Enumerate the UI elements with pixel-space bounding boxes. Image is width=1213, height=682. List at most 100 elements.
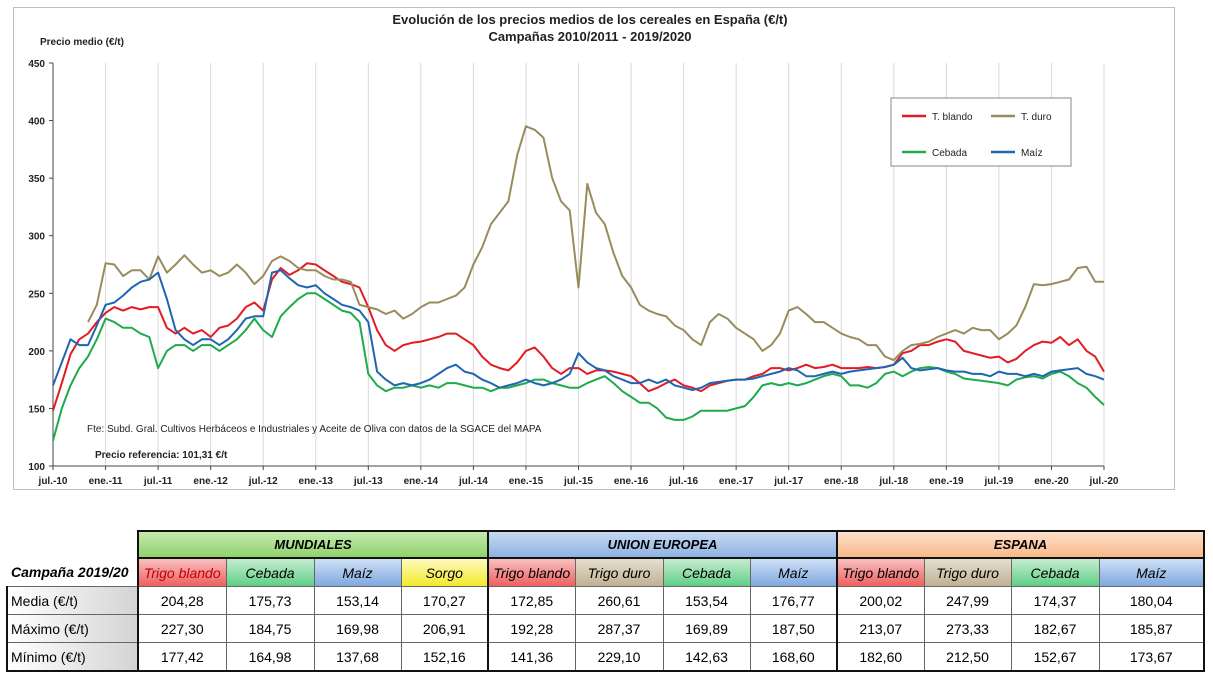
table-cell: 169,98 — [313, 614, 402, 643]
col-header-es-trigo-duro: Trigo duro — [923, 557, 1012, 587]
table-cell: 153,14 — [313, 586, 402, 615]
row-label: Mínimo (€/t) — [6, 642, 139, 672]
y-axis-label: Precio medio (€/t) — [40, 37, 124, 48]
x-tick-label: ene.-19 — [929, 476, 964, 487]
table-cell: 187,50 — [749, 614, 838, 643]
col-header-ue-trigo-duro: Trigo duro — [574, 557, 664, 587]
table-cell: 164,98 — [225, 642, 315, 672]
table-row: Media (€/t) 204,28 175,73 153,14 170,27 172,8… — [6, 586, 1205, 615]
table-cell: 174,37 — [1010, 586, 1100, 615]
table-cell: 172,85 — [487, 586, 576, 615]
campaign-label: Campaña 2019/20 — [11, 564, 129, 580]
table-cell: 260,61 — [574, 586, 664, 615]
group-mundiales: MUNDIALES — [137, 530, 489, 559]
legend-label: T. duro — [1021, 112, 1052, 123]
table-cell: 227,30 — [137, 614, 227, 643]
x-tick-label: jul.-15 — [563, 476, 593, 487]
table-cell: 168,60 — [749, 642, 838, 672]
column-header-row: Campaña 2019/20 Trigo blando Cebada Maíz… — [7, 557, 1205, 587]
series-line-cebada — [52, 292, 1105, 441]
chart-subtitle: Campañas 2010/2011 - 2019/2020 — [488, 29, 691, 44]
source-note: Fte: Subd. Gral. Cultivos Herbáceos e In… — [87, 424, 542, 435]
y-tick-label: 400 — [28, 117, 45, 128]
x-tick-label: ene.-12 — [193, 476, 228, 487]
group-espana: ESPANA — [836, 530, 1205, 559]
y-tick-label: 450 — [28, 59, 45, 70]
x-tick-label: jul.-10 — [38, 476, 68, 487]
table-cell: 142,63 — [662, 642, 751, 672]
table-cell: 175,73 — [225, 586, 315, 615]
table-cell: 182,60 — [836, 642, 925, 672]
y-tick-label: 100 — [28, 462, 45, 473]
table-cell: 177,42 — [137, 642, 227, 672]
group-header-row: MUNDIALES UNION EUROPEA ESPANA — [7, 530, 1205, 559]
table-cell: 200,02 — [836, 586, 925, 615]
x-tick-label: jul.-12 — [248, 476, 278, 487]
x-tick-label: jul.-13 — [353, 476, 383, 487]
table-cell: 173,67 — [1098, 642, 1205, 672]
x-tick-label: ene.-14 — [404, 476, 439, 487]
table-cell: 185,87 — [1098, 614, 1205, 643]
axis-layer: jul.-10 ene.-11 jul.-11 ene.-12 jul.-12 ene.-… — [28, 59, 1119, 487]
col-header-mund-maiz: Maíz — [313, 557, 402, 587]
price-summary-table: MUNDIALES UNION EUROPEA ESPANA Campaña 2… — [6, 530, 1205, 672]
table-cell: 213,07 — [836, 614, 925, 643]
x-tick-label: ene.-20 — [1034, 476, 1069, 487]
row-label: Media (€/t) — [6, 586, 139, 615]
table-cell: 229,10 — [574, 642, 664, 672]
grid-layer — [105, 63, 1105, 466]
table-cell: 169,89 — [662, 614, 751, 643]
x-tick-label: jul.-11 — [143, 476, 173, 487]
col-header-ue-cebada: Cebada — [662, 557, 751, 587]
group-union-europea: UNION EUROPEA — [487, 530, 838, 559]
x-tick-label: ene.-18 — [824, 476, 859, 487]
col-header-ue-trigo-blando: Trigo blando — [487, 557, 576, 587]
x-tick-label: ene.-17 — [719, 476, 754, 487]
row-label: Máximo (€/t) — [6, 614, 139, 643]
legend: T. blando T. duro Cebada Maíz — [902, 112, 1052, 159]
table-cell: 184,75 — [225, 614, 315, 643]
x-tick-label: jul.-20 — [1089, 476, 1119, 487]
x-tick-label: ene.-13 — [299, 476, 334, 487]
col-header-ue-maiz: Maíz — [749, 557, 838, 587]
y-tick-label: 250 — [28, 289, 45, 300]
col-header-mund-trigo-blando: Trigo blando — [137, 557, 227, 587]
y-tick-label: 200 — [28, 347, 45, 358]
x-tick-label: jul.-14 — [458, 476, 488, 487]
chart-title: Evolución de los precios medios de los c… — [392, 12, 787, 27]
x-tick-label: ene.-11 — [89, 476, 123, 487]
table-cell: 287,37 — [574, 614, 664, 643]
legend-label: Maíz — [1021, 148, 1043, 159]
x-tick-label: jul.-18 — [878, 476, 908, 487]
table-cell: 152,67 — [1010, 642, 1100, 672]
table-cell: 141,36 — [487, 642, 576, 672]
table-cell: 137,68 — [313, 642, 402, 672]
table-cell: 212,50 — [923, 642, 1012, 672]
y-tick-label: 350 — [28, 174, 45, 185]
series-layer — [52, 125, 1105, 441]
series-line-t-blando — [52, 262, 1105, 412]
legend-label: Cebada — [932, 148, 967, 159]
table-cell: 273,33 — [923, 614, 1012, 643]
corner-empty — [7, 531, 138, 558]
table-cell: 153,54 — [662, 586, 751, 615]
table-cell: 204,28 — [137, 586, 227, 615]
x-tick-label: jul.-17 — [773, 476, 803, 487]
col-header-es-cebada: Cebada — [1010, 557, 1100, 587]
y-tick-label: 150 — [28, 404, 45, 415]
table-cell: 182,67 — [1010, 614, 1100, 643]
col-header-es-trigo-blando: Trigo blando — [836, 557, 925, 587]
table-cell: 170,27 — [400, 586, 489, 615]
col-header-mund-cebada: Cebada — [225, 557, 315, 587]
series-line-ma-z — [52, 269, 1105, 391]
x-tick-label: jul.-19 — [983, 476, 1013, 487]
y-tick-label: 300 — [28, 232, 45, 243]
table-row: Mínimo (€/t) 177,42 164,98 137,68 152,16 141,… — [6, 642, 1205, 672]
table-cell: 176,77 — [749, 586, 838, 615]
reference-note: Precio referencia: 101,31 €/t — [95, 450, 228, 461]
table-cell: 206,91 — [400, 614, 489, 643]
x-tick-label: ene.-16 — [614, 476, 649, 487]
legend-label: T. blando — [932, 112, 973, 123]
table-row: Máximo (€/t) 227,30 184,75 169,98 206,91 192,… — [6, 614, 1205, 643]
col-header-mund-sorgo: Sorgo — [400, 557, 489, 587]
